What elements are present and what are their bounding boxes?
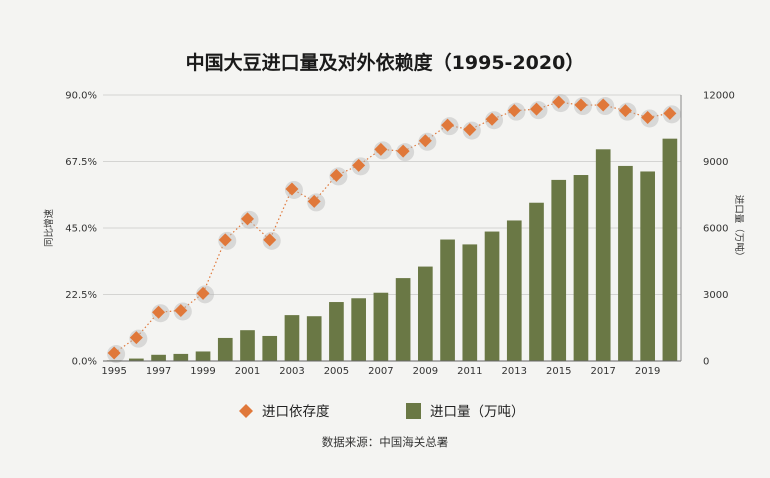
y-right-tick-label: 12000: [703, 91, 735, 102]
legend-marker-volume: [406, 403, 421, 419]
x-tick-label: 1999: [190, 366, 215, 377]
x-tick-label: 1997: [146, 366, 171, 377]
bar-import-volume: [484, 231, 500, 361]
bar-import-volume: [440, 239, 455, 361]
bar-import-volume: [306, 316, 322, 361]
x-tick-label: 1995: [101, 366, 126, 377]
axis-layer: 0.0% 0 22.5% 3000 45.0% 6000 67.5% 9000 90.0% 120…: [43, 91, 745, 378]
point-import-dependency: [530, 102, 543, 116]
point-import-dependency: [329, 168, 343, 182]
trend-line-layer: [113, 101, 670, 354]
bar-import-volume: [640, 171, 655, 361]
point-import-dependency: [485, 112, 499, 126]
y-right-tick-label: 9000: [703, 157, 728, 168]
x-tick-label: 2015: [546, 366, 571, 377]
point-import-dependency: [174, 303, 188, 317]
bar-import-volume: [462, 244, 478, 361]
points-layer: [107, 94, 681, 364]
point-import-dependency: [107, 346, 121, 360]
dependency-trend-line: [113, 101, 670, 354]
bar-import-volume: [595, 149, 611, 361]
x-tick-label: 2001: [235, 366, 260, 377]
point-import-dependency: [352, 158, 366, 172]
bar-import-volume: [217, 337, 233, 361]
y-left-tick-label: 22.5%: [65, 290, 97, 301]
y-left-tick-label: 0.0%: [72, 357, 97, 368]
point-import-dependency: [241, 212, 254, 226]
chart-title: 中国大豆进口量及对外依赖度（1995-2020）: [185, 52, 585, 74]
point-import-dependency: [396, 144, 410, 158]
y-left-tick-label: 67.5%: [65, 157, 97, 168]
point-import-dependency: [596, 98, 610, 112]
bar-import-volume: [284, 315, 300, 361]
point-import-dependency: [618, 104, 632, 118]
point-import-dependency: [374, 142, 388, 156]
x-tick-label: 2003: [279, 366, 304, 377]
y-right-tick-label: 3000: [703, 290, 728, 301]
y-right-axis-label: 进口量（万吨）: [733, 195, 745, 262]
x-tick-label: 2013: [502, 366, 527, 377]
point-import-dependency: [285, 182, 299, 196]
y-left-tick-label: 90.0%: [65, 91, 97, 102]
bar-import-volume: [395, 278, 411, 361]
bar-import-volume: [506, 220, 522, 361]
bar-import-volume: [173, 353, 189, 361]
bar-import-volume: [529, 202, 544, 361]
point-import-dependency: [196, 286, 210, 300]
bar-import-volume: [240, 330, 255, 361]
x-tick-label: 2009: [413, 366, 438, 377]
bar-import-volume: [329, 302, 344, 361]
bar-import-volume: [195, 351, 211, 361]
x-tick-label: 2005: [324, 366, 349, 377]
y-right-tick-label: 6000: [703, 224, 728, 235]
bar-import-volume: [418, 266, 433, 361]
point-import-dependency: [641, 110, 655, 124]
legend: 进口依存度 进口量（万吨） 数据来源：中国海关总署: [239, 403, 525, 449]
point-import-dependency: [507, 104, 521, 118]
legend-marker-dependency: [239, 404, 253, 418]
bar-import-volume: [573, 175, 589, 361]
legend-label-volume: 进口量（万吨）: [430, 404, 525, 420]
bar-import-volume: [351, 298, 366, 361]
y-left-tick-label: 45.0%: [65, 224, 97, 235]
grid-layer: [103, 94, 681, 362]
bar-import-volume: [129, 358, 144, 361]
point-import-dependency: [263, 233, 277, 247]
point-import-dependency: [129, 331, 143, 345]
point-import-dependency: [418, 134, 432, 148]
point-import-dependency: [463, 123, 477, 137]
x-tick-label: 2007: [368, 366, 393, 377]
y-right-tick-label: 0: [703, 357, 709, 368]
bar-import-volume: [262, 335, 278, 361]
x-tick-label: 2017: [590, 366, 615, 377]
point-import-dependency: [663, 106, 677, 120]
x-tick-label: 2019: [635, 366, 660, 377]
source-note: 数据来源：中国海关总署: [322, 435, 449, 449]
point-import-dependency: [552, 95, 566, 109]
y-left-axis-label: 同比增速: [43, 209, 55, 248]
point-import-dependency: [218, 233, 232, 247]
bars-layer: [106, 138, 678, 361]
x-tick-label: 2011: [457, 366, 482, 377]
bar-import-volume: [662, 138, 678, 361]
bar-import-volume: [151, 354, 166, 361]
bar-import-volume: [618, 165, 633, 361]
legend-label-dependency: 进口依存度: [262, 404, 330, 420]
point-import-dependency: [574, 98, 588, 112]
point-import-dependency: [441, 118, 455, 132]
bar-import-volume: [551, 179, 567, 361]
point-import-dependency: [307, 194, 321, 208]
bar-import-volume: [373, 292, 389, 361]
point-import-dependency: [152, 305, 166, 319]
